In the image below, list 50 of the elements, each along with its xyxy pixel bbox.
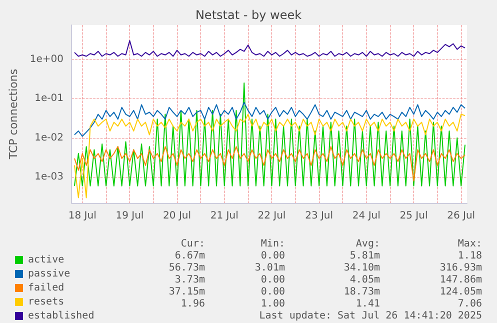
text: 1.18: [458, 250, 482, 262]
text: 1.00: [260, 298, 285, 310]
y-tick-label: 1e-02: [34, 132, 64, 144]
legend-label: passive: [28, 268, 70, 280]
x-tick-label: 18 Jul: [68, 210, 96, 222]
legend-label: failed: [28, 282, 64, 294]
text: 0.00: [260, 274, 285, 286]
text: 4.05m: [350, 274, 380, 286]
text: 7.06: [458, 298, 482, 310]
text: 5.81m: [350, 250, 380, 262]
x-tick-label: 25 Jul: [400, 210, 428, 222]
x-tick-label: 26 Jul: [447, 210, 476, 222]
text: 3.01m: [254, 262, 285, 274]
text: 0.00: [260, 250, 285, 262]
text: 37.15m: [168, 286, 205, 298]
text: 34.10m: [344, 262, 380, 274]
text: 1.41: [356, 298, 380, 310]
text: 1.96: [180, 298, 205, 310]
text: 56.73m: [168, 262, 205, 274]
legend-label: active: [28, 254, 64, 266]
y-axis-title: TCP connections: [7, 68, 20, 160]
line-series: [74, 40, 466, 57]
x-tick-label: 20 Jul: [163, 210, 192, 222]
line-series: [74, 102, 466, 137]
x-tick-label: 21 Jul: [210, 210, 238, 222]
x-tick-label: 23 Jul: [305, 210, 334, 222]
legend-label: established: [28, 310, 94, 322]
x-tick-label: 24 Jul: [352, 210, 380, 222]
text: Cur:: [180, 238, 205, 250]
legend-label: resets: [28, 296, 64, 308]
text: 0.00: [260, 286, 285, 298]
text: Max:: [458, 238, 482, 250]
text: Last update: Sat Jul 26 14:41:20 2025: [259, 310, 482, 322]
text: 3.73m: [174, 274, 205, 286]
chart-title: Netstat - by week: [195, 8, 302, 22]
line-series: [74, 146, 466, 182]
text: 6.67m: [174, 250, 205, 262]
y-tick-label: 1e+00: [30, 54, 64, 65]
text: 147.86m: [440, 274, 482, 286]
text: 124.05m: [440, 286, 482, 298]
line-series: [74, 114, 466, 198]
x-tick-label: 19 Jul: [116, 210, 144, 222]
x-tick-label: 22 Jul: [258, 210, 286, 222]
text: 316.93m: [440, 262, 482, 274]
text: Avg:: [356, 238, 380, 250]
y-tick-label: 1e-03: [34, 172, 64, 183]
line-series: [74, 82, 466, 186]
y-tick-label: 1e-01: [34, 93, 64, 104]
text: 18.73m: [344, 286, 380, 298]
text: Min:: [260, 238, 285, 250]
